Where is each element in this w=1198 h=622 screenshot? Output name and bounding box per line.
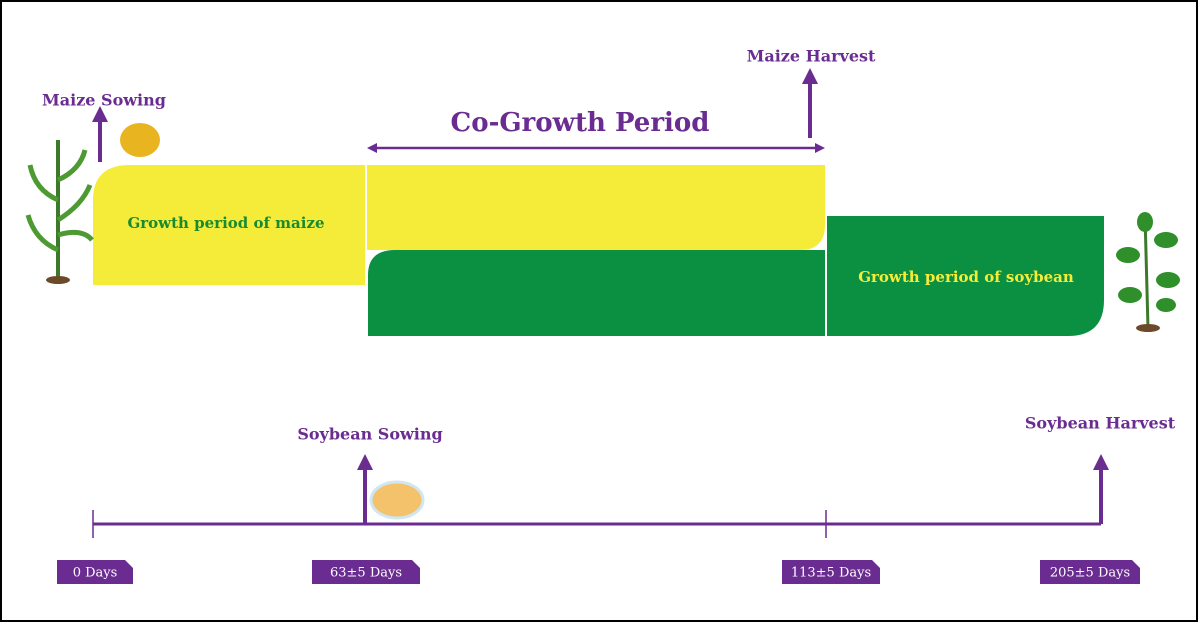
soybean-period-label: Growth period of soybean — [858, 268, 1074, 286]
soybean-harvest-label: Soybean Harvest — [1025, 414, 1176, 433]
timeline-label: 63±5 Days — [330, 566, 402, 581]
timeline-tag — [1040, 560, 1140, 584]
soybean-sowing-label: Soybean Sowing — [297, 425, 442, 444]
soybean-plant — [1116, 212, 1180, 332]
co-growth-label: Co-Growth Period — [451, 108, 710, 138]
timeline-tag — [57, 560, 133, 584]
maize-period-label: Growth period of maize — [127, 214, 324, 232]
timeline-label: 113±5 Days — [791, 566, 871, 581]
maize-bar — [93, 165, 365, 285]
timeline-label: 205±5 Days — [1050, 566, 1130, 581]
soybean-seed — [369, 480, 425, 520]
soybean-bar — [827, 216, 1104, 336]
timeline-label: 0 Days — [73, 566, 118, 581]
maize-seed — [120, 123, 160, 157]
maize-cogrowth-bar — [367, 165, 825, 250]
maize-plant — [25, 140, 94, 284]
soybean-cogrowth-bar — [368, 250, 825, 336]
timeline-tag — [312, 560, 420, 584]
maize-harvest-label: Maize Harvest — [747, 47, 876, 66]
maize-sowing-label: Maize Sowing — [42, 91, 166, 110]
timeline-tag — [782, 560, 880, 584]
